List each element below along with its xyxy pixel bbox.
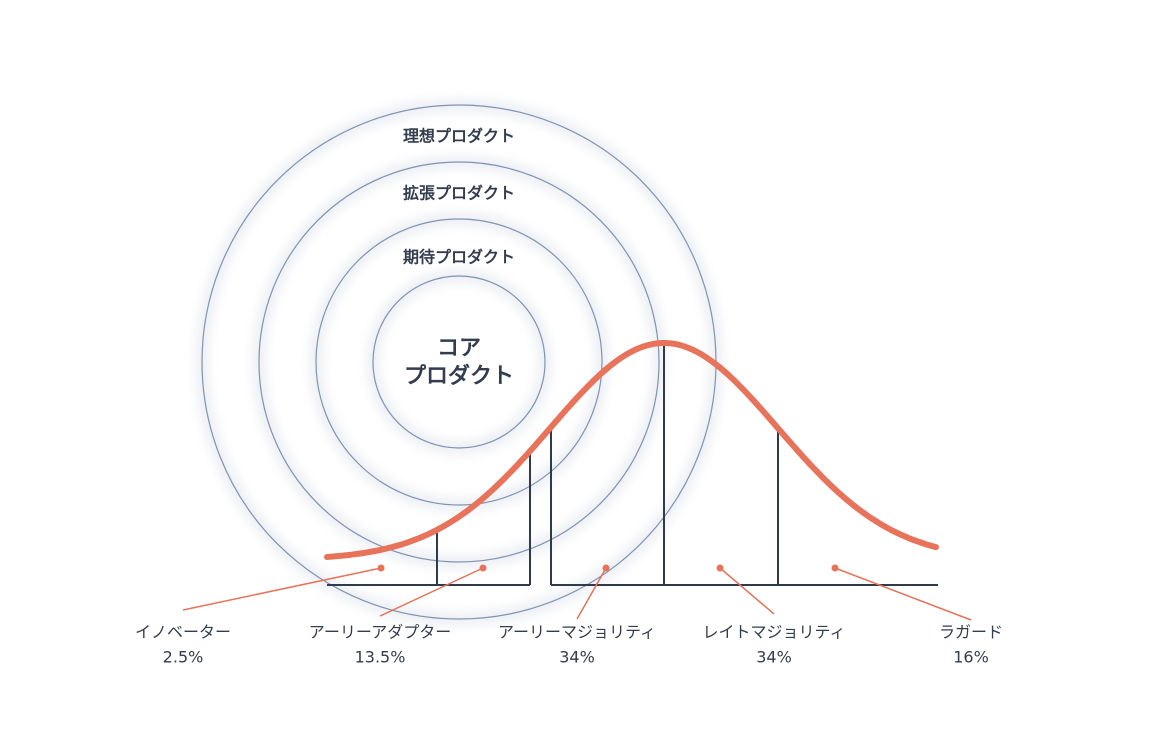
segment-label: アーリーアダプター	[309, 623, 451, 642]
leader-line	[834, 567, 972, 621]
ring-shadow	[368, 271, 550, 453]
segment-share: 34%	[559, 648, 595, 667]
leader-line	[379, 567, 484, 617]
segment-label: アーリーマジョリティ	[498, 623, 656, 642]
rings	[197, 100, 721, 624]
segment-dot	[716, 564, 724, 572]
segment-dot	[831, 564, 839, 572]
ring-label: 理想プロダクト	[403, 127, 515, 146]
ring	[258, 161, 660, 563]
core-label: プロダクト	[404, 363, 514, 389]
ring-shadow	[197, 100, 721, 624]
segment-share: 34%	[756, 648, 792, 667]
segment-share: 16%	[953, 648, 989, 667]
segment-label: イノベーター	[135, 623, 231, 642]
ring-label: 期待プロダクト	[403, 248, 515, 267]
segment-label: ラガード	[939, 623, 1003, 642]
ring	[372, 275, 546, 449]
adoption-curve: イノベーター 2.5% アーリーアダプター 13.5% アーリーマジョリティ 34% レイト…	[135, 340, 1003, 667]
bell-curve	[324, 340, 939, 560]
segment-dot	[479, 564, 487, 572]
segment-dot	[377, 564, 385, 572]
leader-line	[719, 567, 775, 615]
segment-share: 2.5%	[163, 648, 204, 667]
core-label: コア	[437, 336, 481, 361]
leader-line	[576, 567, 607, 620]
segment-label: レイトマジョリティ	[702, 623, 845, 642]
ring-label: 拡張プロダクト	[403, 184, 515, 203]
ring	[315, 218, 603, 506]
segment-share: 13.5%	[355, 648, 406, 667]
segment-dot	[602, 564, 610, 572]
leader-line	[182, 567, 382, 611]
